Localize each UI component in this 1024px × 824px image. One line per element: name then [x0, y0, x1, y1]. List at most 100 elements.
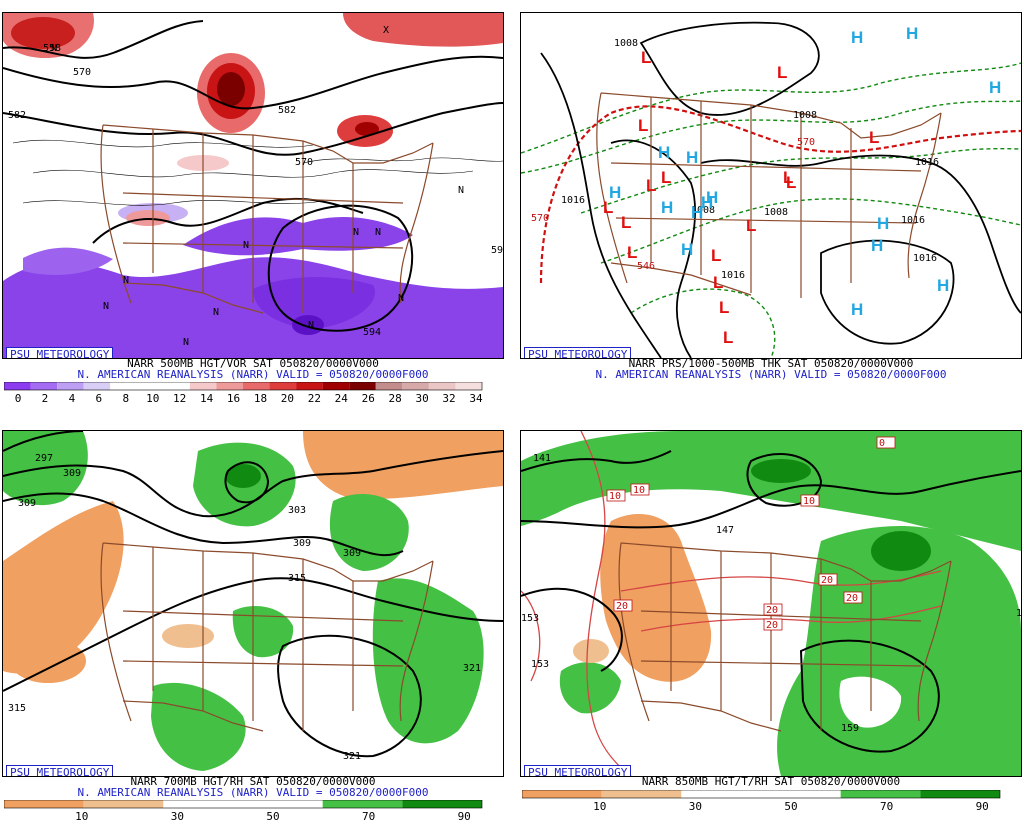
- contour-label: N: [183, 337, 189, 348]
- contour-label: 10: [803, 496, 815, 507]
- high-pressure-center: H: [609, 183, 621, 202]
- temp-label-box: [800, 494, 820, 507]
- legend-tick-label: 0: [15, 392, 22, 405]
- vort-max-north-2: [343, 13, 503, 47]
- legend-swatch: [4, 382, 31, 390]
- rh-legend: 10 30 50 70 90: [522, 790, 1002, 814]
- legend-tick-label: 50: [266, 810, 279, 823]
- moist-core-canada: [225, 464, 261, 488]
- isobar-1016-west: [540, 52, 662, 358]
- map-700mb-svg: 297 309 309 303 309 309 315 315 321 321: [3, 431, 503, 771]
- vort-area-plains: [183, 216, 413, 256]
- vorticity-legend-bar: 0 2 4 6 8 10 12 14 16 18 20 22 24 26 28 30 32 34: [4, 382, 483, 405]
- psu-meteorology-badge: PSU METEOROLOGY: [524, 347, 632, 358]
- high-pressure-center: H: [851, 28, 863, 47]
- high-pressure-center: H: [989, 78, 1001, 97]
- boundaries-850mb: [618, 542, 952, 732]
- legend-swatch: [30, 382, 58, 390]
- dry-hole-se: [839, 676, 902, 728]
- vort-area-south: [3, 257, 503, 358]
- dry-area-texas: [162, 624, 214, 648]
- legend-swatch: [428, 382, 456, 390]
- legend-swatch: [322, 800, 403, 808]
- contour-label: 1016: [561, 195, 585, 206]
- legend-swatch: [189, 382, 217, 390]
- legend-swatch: [83, 800, 164, 808]
- panel-500mb-vorticity: 558 570 582 570 582 594 59 N N N N N N N N N N N X PSU MET…: [2, 2, 504, 406]
- hgt-321: [277, 634, 422, 758]
- contour-label: 20: [766, 605, 778, 616]
- low-pressure-center: L: [786, 173, 796, 192]
- coast-east: [399, 142, 434, 304]
- temp-20: [620, 570, 942, 592]
- legend-tick-label: 30: [171, 810, 184, 823]
- panel-valid-line: N. AMERICAN REANALYSIS (NARR) VALID = 05…: [595, 368, 947, 381]
- legend-tick-label: 14: [200, 392, 214, 405]
- dry-area-southwest: [573, 639, 609, 663]
- contour-label: 1016: [915, 157, 939, 168]
- vorticity-legend: 0 2 4 6 8 10 12 14 16 18 20 22 24 26 28 30 32 34: [4, 382, 484, 406]
- contour-label: 147: [716, 525, 734, 536]
- thk-564: [600, 198, 1021, 264]
- high-pressure-center: H: [658, 143, 670, 162]
- contour-label: 1008: [691, 205, 715, 216]
- temp-label-box: [818, 573, 838, 586]
- legend-tick-label: 70: [880, 800, 893, 813]
- legend-tick-label: 4: [69, 392, 76, 405]
- hgt-303: [3, 450, 503, 518]
- contour-label: 0: [879, 438, 885, 449]
- contour-label: N: [243, 240, 249, 251]
- contour-label: 594: [363, 327, 381, 338]
- high-pressure-center: H: [851, 300, 863, 319]
- contour-label: 309: [293, 538, 311, 549]
- contour-label: N: [51, 43, 57, 54]
- legend-tick-label: 90: [976, 800, 989, 813]
- low-pressure-center: L: [638, 116, 648, 135]
- low-pressure-center: L: [627, 243, 637, 262]
- legend-tick-label: 28: [389, 392, 402, 405]
- panel-title: NARR 850MB HGT/T/RH SAT 050820/0000V000: [641, 775, 901, 788]
- low-pressure-center: L: [603, 198, 613, 217]
- contour-label: 1008: [793, 110, 817, 121]
- states-grid: [122, 129, 404, 313]
- boundaries-700mb: [100, 542, 434, 732]
- temp-10: [580, 431, 632, 776]
- map-500mb: 558 570 582 570 582 594 59 N N N N N N N N N N N X PSU MET…: [2, 12, 504, 359]
- legend-tick-label: 70: [362, 810, 375, 823]
- low-pressure-center: L: [711, 246, 721, 265]
- contour-label: 309: [63, 468, 81, 479]
- contour-label: N: [213, 307, 219, 318]
- moist-area-lakes: [329, 493, 409, 571]
- legend-tick-label: 12: [173, 392, 186, 405]
- contour-label: N: [353, 227, 359, 238]
- legend-swatch: [163, 382, 190, 390]
- contour-label: 159: [1016, 608, 1021, 619]
- legend-tick-label: 22: [308, 392, 321, 405]
- low-pressure-center: L: [783, 168, 793, 187]
- legend-swatch: [216, 382, 243, 390]
- legend-tick-label: 34: [469, 392, 483, 405]
- contour-label: 321: [343, 751, 361, 762]
- legend-swatch: [83, 382, 111, 390]
- temp-ring: [521, 590, 541, 682]
- legend-tick-label: 8: [122, 392, 129, 405]
- contour-label: 153: [531, 659, 549, 670]
- legend-frame: [4, 800, 483, 809]
- legend-tick-label: 10: [146, 392, 159, 405]
- high-pressure-center: H: [877, 214, 889, 233]
- contour-label: 1016: [721, 270, 745, 281]
- isobar-1016-east: [820, 239, 955, 345]
- vort-min-center: [292, 315, 324, 335]
- hgt-141: [521, 450, 672, 472]
- contour-label: 582: [8, 110, 26, 121]
- contour-label: 309: [18, 498, 36, 509]
- low-pressure-center: L: [621, 213, 631, 232]
- low-pressure-center: L: [746, 216, 756, 235]
- hgt-159: [799, 639, 940, 753]
- temp-label-box: [606, 489, 626, 502]
- high-pressure-center: H: [681, 240, 693, 259]
- contour-label: 20: [821, 575, 833, 586]
- rh-legend: 10 30 50 70 90: [4, 800, 484, 824]
- low-pressure-center: L: [713, 273, 723, 292]
- low-pressure-center: L: [777, 63, 787, 82]
